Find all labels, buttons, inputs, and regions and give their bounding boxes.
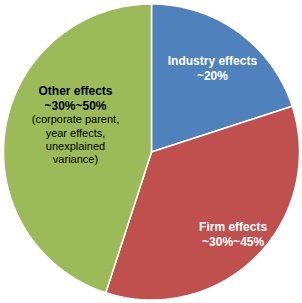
svg-text:(corporate parent,year effects: (corporate parent,year effects,unexplain… xyxy=(32,113,119,165)
svg-text:Other effects~30%~50%: Other effects~30%~50% xyxy=(38,84,112,113)
svg-text:Firm effects~30%~45%: Firm effects~30%~45% xyxy=(199,220,267,249)
svg-text:Industry effects~20%: Industry effects~20% xyxy=(168,54,258,83)
